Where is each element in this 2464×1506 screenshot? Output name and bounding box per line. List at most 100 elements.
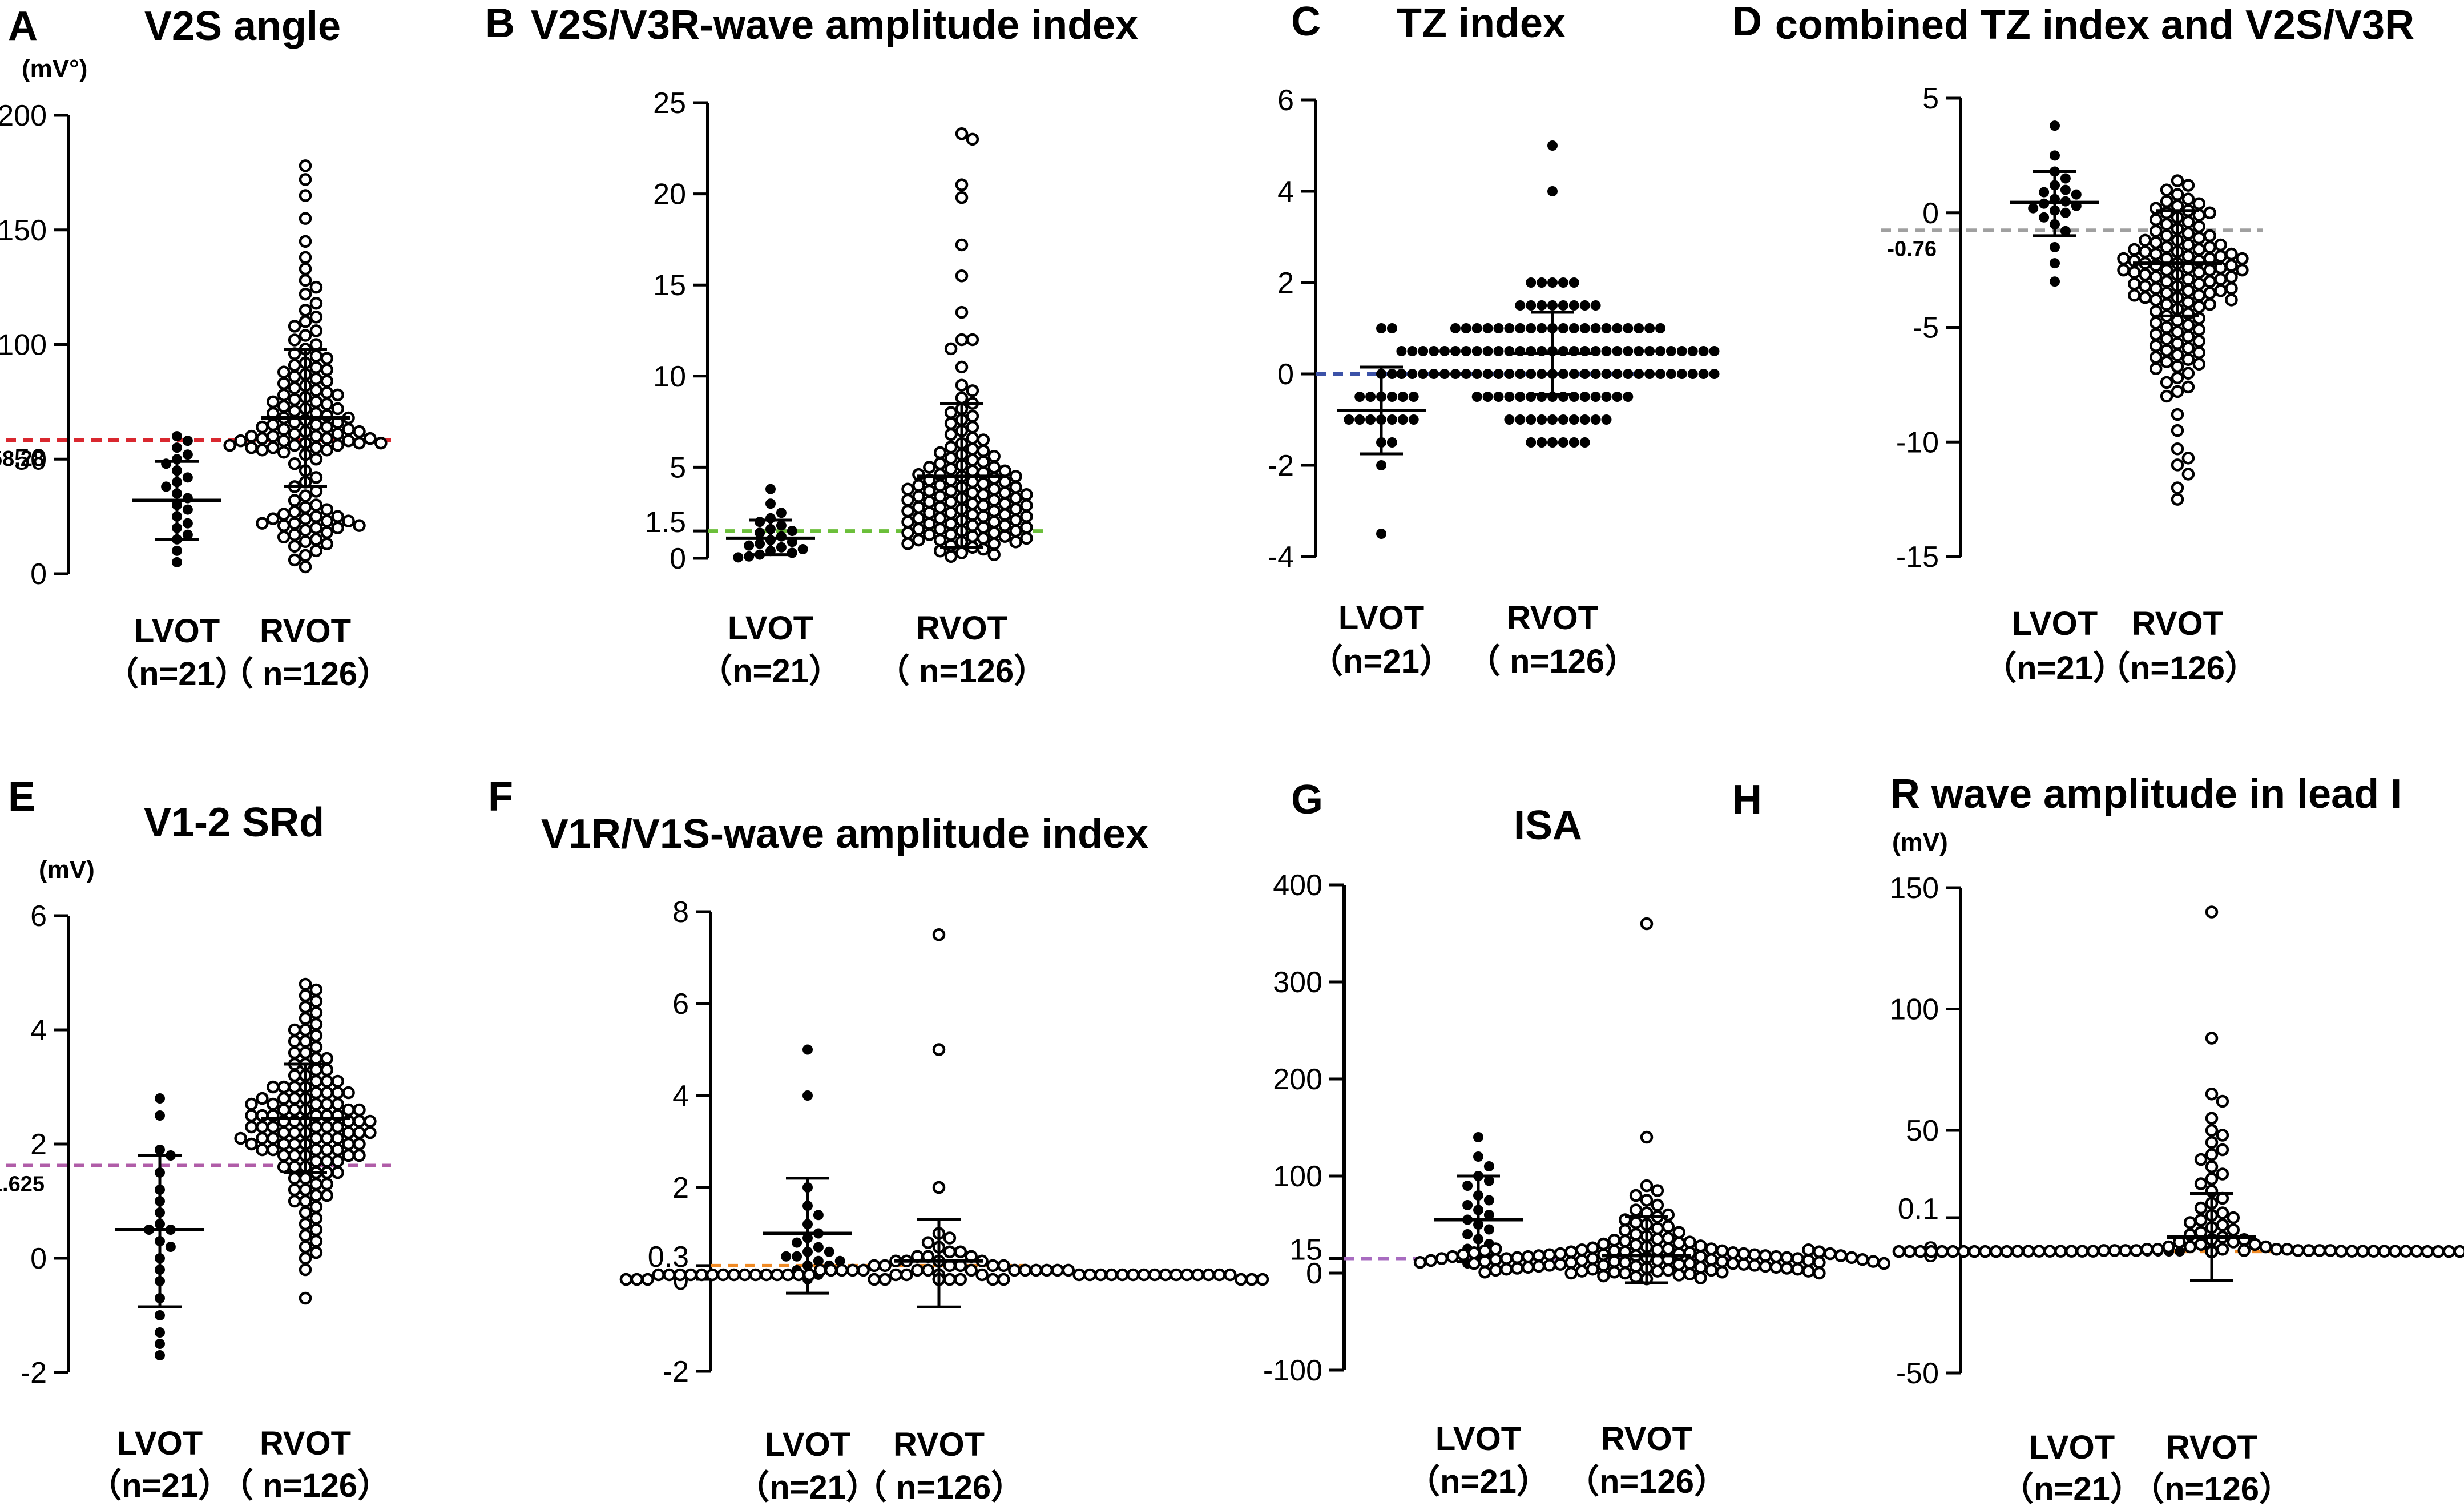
data-point — [2181, 353, 2195, 366]
data-point — [2192, 346, 2206, 359]
panel-letter: G — [1291, 777, 1323, 823]
data-point — [1408, 392, 1419, 402]
data-point — [342, 422, 355, 436]
data-point — [2192, 289, 2206, 302]
data-point — [2203, 263, 2216, 277]
y-tick-label: -10 — [1896, 426, 1939, 459]
data-point — [901, 493, 914, 507]
data-point — [1526, 414, 1537, 425]
data-point — [267, 512, 280, 525]
data-point — [1726, 1246, 1740, 1259]
data-point — [1568, 323, 1579, 333]
data-point — [1640, 1130, 1654, 1144]
data-point — [1407, 346, 1418, 356]
data-point — [2194, 1238, 2208, 1251]
data-point — [987, 526, 1001, 539]
data-point — [1504, 369, 1515, 379]
category-label: RVOT — [260, 613, 351, 650]
data-point — [267, 429, 280, 443]
data-point — [267, 418, 280, 432]
data-point — [299, 315, 312, 328]
y-tick-label: 6 — [1277, 84, 1294, 117]
n-label: （ n=126） — [220, 1467, 390, 1504]
data-point — [1386, 323, 1397, 333]
data-point — [1532, 1249, 1546, 1262]
data-point — [1590, 414, 1601, 425]
data-point — [966, 497, 979, 510]
data-point — [2171, 385, 2184, 398]
panel-b: B V2S/V3R-wave amplitude index 0 5 10 15 20 25 1… — [485, 1, 1138, 690]
data-point — [921, 1236, 935, 1249]
data-point — [1640, 1194, 1654, 1207]
data-point — [1500, 1252, 1513, 1265]
data-point — [277, 422, 291, 436]
data-point — [2022, 1245, 2035, 1258]
data-point — [1537, 323, 1547, 333]
data-point — [1537, 277, 1547, 288]
data-point — [1564, 1266, 1578, 1280]
data-point — [765, 484, 776, 494]
data-point — [944, 495, 958, 509]
data-point — [2236, 252, 2249, 265]
data-point — [1579, 323, 1590, 333]
data-point — [320, 1052, 334, 1065]
data-point — [277, 434, 291, 448]
data-point — [1644, 323, 1655, 333]
y-extra-tick-label: 0.1 — [1898, 1193, 1939, 1226]
y-tick-label: -5 — [1913, 312, 1939, 345]
data-point — [2139, 245, 2152, 259]
data-point — [1526, 300, 1537, 311]
data-point — [309, 1029, 323, 1042]
data-point — [353, 1103, 366, 1117]
data-point — [1462, 1200, 1473, 1210]
data-point — [1662, 1231, 1675, 1245]
data-point — [320, 1177, 334, 1191]
data-point — [299, 1291, 312, 1305]
data-point — [1504, 392, 1515, 402]
data-point — [1568, 414, 1579, 425]
data-point — [2214, 238, 2227, 252]
data-point — [309, 533, 323, 546]
data-point — [1892, 1245, 1906, 1258]
n-label: （n=21） — [106, 655, 248, 692]
data-point — [277, 1103, 291, 1117]
data-point — [331, 427, 344, 441]
data-point — [277, 400, 291, 413]
data-point — [374, 436, 388, 450]
data-point — [749, 1268, 762, 1282]
data-point — [1655, 346, 1665, 356]
data-point — [955, 269, 969, 283]
data-point — [2160, 321, 2173, 334]
data-point — [2181, 319, 2195, 332]
y-tick-label: 6 — [672, 988, 689, 1021]
data-point — [1590, 369, 1601, 379]
data-point — [1640, 1179, 1654, 1193]
data-point — [1813, 1245, 1826, 1258]
data-point — [1651, 1222, 1664, 1235]
data-point — [353, 1126, 366, 1139]
data-point — [966, 442, 979, 456]
data-point — [1672, 1226, 1685, 1239]
data-point — [2139, 279, 2152, 293]
data-point — [1407, 369, 1418, 379]
data-point — [966, 409, 979, 423]
data-point — [299, 329, 312, 342]
data-point — [1478, 1255, 1491, 1268]
y-tick-label: 2 — [672, 1171, 689, 1205]
data-point — [1062, 1263, 1075, 1277]
data-point — [1191, 1268, 1204, 1282]
category-label: RVOT — [916, 610, 1007, 647]
data-point — [912, 522, 925, 536]
category-label: LVOT — [117, 1425, 203, 1462]
data-point — [299, 173, 312, 186]
data-point — [912, 512, 925, 525]
data-point — [987, 504, 1001, 518]
data-point — [2139, 233, 2152, 247]
data-point — [2171, 442, 2184, 456]
data-point — [1683, 1257, 1696, 1270]
data-point — [277, 508, 291, 521]
data-point — [342, 1126, 355, 1139]
data-point — [309, 994, 323, 1008]
data-point — [2171, 481, 2184, 494]
data-point — [1601, 346, 1612, 356]
